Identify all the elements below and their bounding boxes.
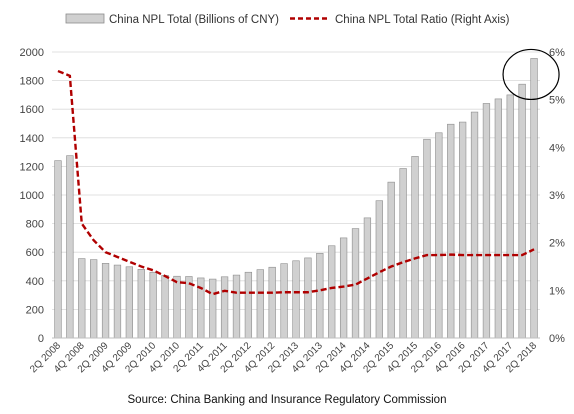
npl-bar xyxy=(375,200,383,339)
npl-bar xyxy=(113,264,122,339)
npl-bar xyxy=(209,278,217,339)
npl-bar xyxy=(185,276,193,339)
right-axis-tick-label: 3% xyxy=(549,190,565,202)
left-axis-tick-label: 800 xyxy=(26,219,44,231)
npl-bar xyxy=(232,274,241,339)
npl-bar xyxy=(518,83,526,339)
npl-bar xyxy=(256,269,264,339)
npl-bar xyxy=(161,275,169,339)
left-axis-tick-label: 200 xyxy=(26,304,44,316)
npl-bar xyxy=(328,245,336,339)
npl-bar xyxy=(304,257,312,339)
right-axis-tick-label: 2% xyxy=(549,238,565,250)
npl-bar xyxy=(90,259,98,339)
left-axis-tick-label: 1600 xyxy=(20,104,44,116)
ratio-line-layer xyxy=(57,69,535,296)
left-axis-tick-label: 1000 xyxy=(20,190,44,202)
npl-bar xyxy=(244,271,253,339)
npl-bar xyxy=(447,123,455,339)
left-axis-tick-label: 2000 xyxy=(20,47,44,59)
npl-bar xyxy=(280,263,288,339)
npl-bar xyxy=(292,260,300,339)
gridlines xyxy=(52,51,540,310)
left-axis-ticks: 0 200 400 600 800 1000 1200 1400 1600 1800 2000 xyxy=(20,47,44,345)
npl-bar xyxy=(220,276,229,339)
npl-bars xyxy=(54,58,538,339)
right-axis-tick-label: 4% xyxy=(549,142,565,154)
left-axis-tick-label: 600 xyxy=(26,247,44,259)
legend-label-npl-total: China NPL Total (Billions of CNY) xyxy=(109,14,279,26)
npl-ratio-line xyxy=(57,69,535,296)
npl-bar xyxy=(435,132,443,339)
npl-bar xyxy=(268,266,276,339)
npl-bar xyxy=(494,98,502,339)
npl-bar xyxy=(316,253,324,339)
left-axis-tick-label: 0 xyxy=(38,333,44,345)
npl-bar xyxy=(54,160,62,339)
npl-bar xyxy=(78,258,86,339)
npl-bar xyxy=(101,263,110,339)
left-axis-tick-label: 1200 xyxy=(20,161,44,173)
npl-bar xyxy=(387,181,395,339)
latest-value-highlight-circle xyxy=(502,48,560,101)
npl-bar xyxy=(506,94,514,339)
npl-bar xyxy=(411,156,419,339)
right-axis-tick-label: 5% xyxy=(549,95,565,107)
left-axis-tick-label: 1400 xyxy=(20,133,44,145)
npl-bar xyxy=(399,168,407,339)
right-axis-tick-label: 1% xyxy=(549,285,565,297)
npl-bar xyxy=(530,58,538,339)
npl-bar xyxy=(173,275,181,339)
npl-bar xyxy=(137,269,145,339)
right-axis-tick-label: 0% xyxy=(549,333,565,345)
npl-bar xyxy=(470,111,479,339)
legend: China NPL Total (Billions of CNY) China … xyxy=(65,13,510,26)
npl-bar xyxy=(423,138,431,339)
right-axis-tick-label: 6% xyxy=(549,47,565,59)
legend-swatch-npl-total xyxy=(65,13,105,24)
left-axis-tick-label: 400 xyxy=(26,276,44,288)
source-note: Source: China Banking and Insurance Regu… xyxy=(128,394,447,406)
npl-bar xyxy=(125,266,133,339)
npl-bar xyxy=(482,103,491,339)
right-axis-ticks: 0% 1% 2% 3% 4% 5% 6% xyxy=(549,47,565,345)
npl-bar xyxy=(66,155,74,339)
npl-bar xyxy=(458,121,467,339)
left-axis-tick-label: 1800 xyxy=(20,76,44,88)
legend-label-npl-ratio: China NPL Total Ratio (Right Axis) xyxy=(335,14,510,26)
npl-bar xyxy=(149,271,157,339)
